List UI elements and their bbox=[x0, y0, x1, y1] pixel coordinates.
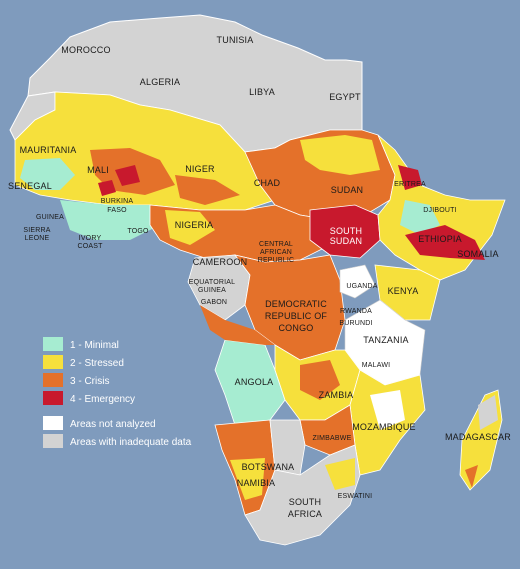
label-eswatini: ESWATINI bbox=[338, 493, 373, 500]
legend-swatch-not-analyzed bbox=[43, 416, 63, 430]
label-botswana: BOTSWANA bbox=[242, 462, 295, 472]
region-niger-crisis bbox=[175, 175, 240, 205]
legend-item-minimal: 1 - Minimal bbox=[43, 337, 119, 351]
legend-item-emergency: 4 - Emergency bbox=[43, 391, 135, 405]
region-minimal-coast bbox=[60, 200, 160, 240]
legend-item-stressed: 2 - Stressed bbox=[43, 355, 124, 369]
label-mali: MALI bbox=[87, 165, 109, 175]
label-zambia: ZAMBIA bbox=[319, 390, 354, 400]
region-zambia-crisis bbox=[300, 360, 340, 400]
label-mozambique: MOZAMBIQUE bbox=[352, 422, 416, 432]
label-democratic: DEMOCRATIC bbox=[265, 299, 327, 309]
region-south-sudan bbox=[309, 204, 381, 259]
legend: 1 - Minimal 2 - Stressed 3 - Crisis 4 - … bbox=[43, 337, 192, 448]
label-ivory: IVORY bbox=[79, 235, 102, 242]
legend-swatch-crisis bbox=[43, 373, 63, 387]
legend-label-not-analyzed: Areas not analyzed bbox=[70, 419, 156, 430]
label-chad: CHAD bbox=[254, 178, 281, 188]
label-eq-guinea: GUINEA bbox=[198, 287, 226, 294]
label-burundi: BURUNDI bbox=[339, 320, 372, 327]
label-madagascar: MADAGASCAR bbox=[445, 432, 511, 442]
label-libya: LIBYA bbox=[249, 87, 275, 97]
label-djibouti: DJIBOUTI bbox=[423, 207, 457, 214]
label-morocco: MOROCCO bbox=[61, 45, 110, 55]
region-namibia-yellow bbox=[230, 458, 265, 500]
label-kenya: KENYA bbox=[388, 286, 419, 296]
region-ethiopia-minimal bbox=[400, 200, 440, 235]
label-namibia: NAMIBIA bbox=[237, 478, 275, 488]
label-angola: ANGOLA bbox=[235, 377, 274, 387]
legend-label-inadequate: Areas with inadequate data bbox=[70, 437, 192, 448]
legend-item-inadequate: Areas with inadequate data bbox=[43, 434, 192, 448]
label-south-sudan: SUDAN bbox=[330, 236, 363, 246]
legend-item-not-analyzed: Areas not analyzed bbox=[43, 416, 156, 430]
legend-swatch-stressed bbox=[43, 355, 63, 369]
legend-label-minimal: 1 - Minimal bbox=[70, 340, 119, 351]
region-sudan-yellow bbox=[300, 135, 380, 175]
label-uganda: UGANDA bbox=[346, 283, 377, 290]
label-burkina: BURKINA bbox=[101, 198, 134, 205]
label-south-africa-1: SOUTH bbox=[289, 497, 322, 507]
label-central: CENTRAL bbox=[259, 241, 293, 248]
label-senegal: SENEGAL bbox=[8, 181, 52, 191]
label-algeria: ALGERIA bbox=[140, 77, 180, 87]
region-eritrea-emergency bbox=[398, 165, 422, 190]
label-zimbabwe: ZIMBABWE bbox=[313, 435, 352, 442]
label-sierra: SIERRA bbox=[23, 227, 50, 234]
legend-swatch-minimal bbox=[43, 337, 63, 351]
country-labels: MOROCCO TUNISIA ALGERIA LIBYA EGYPT MAUR… bbox=[8, 35, 511, 519]
label-niger: NIGER bbox=[185, 164, 215, 174]
label-malawi: MALAWI bbox=[362, 362, 391, 369]
label-egypt: EGYPT bbox=[329, 92, 361, 102]
region-nigeria-yellow bbox=[165, 210, 215, 245]
label-tanzania: TANZANIA bbox=[363, 335, 408, 345]
label-congo: CONGO bbox=[278, 323, 313, 333]
label-tunisia: TUNISIA bbox=[217, 35, 254, 45]
label-south: SOUTH bbox=[330, 226, 363, 236]
label-guinea: GUINEA bbox=[36, 214, 64, 221]
legend-label-emergency: 4 - Emergency bbox=[70, 394, 135, 405]
label-faso: FASO bbox=[107, 207, 127, 214]
label-nigeria: NIGERIA bbox=[175, 220, 213, 230]
label-leone: LEONE bbox=[25, 235, 50, 242]
label-gabon: GABON bbox=[201, 299, 227, 306]
legend-label-crisis: 3 - Crisis bbox=[70, 376, 109, 387]
region-uganda bbox=[339, 264, 376, 299]
region-moz-white bbox=[370, 390, 405, 430]
region-west-angola-crisis bbox=[200, 305, 275, 345]
label-cameroon: CAMEROON bbox=[193, 257, 248, 267]
label-sudan: SUDAN bbox=[331, 185, 364, 195]
label-eritrea: ERITREA bbox=[394, 181, 426, 188]
region-madagascar-gray bbox=[478, 395, 498, 430]
region-madagascar-crisis bbox=[465, 465, 478, 488]
region-minimal-west bbox=[20, 158, 75, 190]
label-coast: COAST bbox=[77, 243, 103, 250]
region-burkina-emergency bbox=[98, 180, 116, 196]
label-somalia: SOMALIA bbox=[457, 249, 498, 259]
label-mauritania: MAURITANIA bbox=[20, 145, 77, 155]
label-ethiopia: ETHIOPIA bbox=[418, 234, 462, 244]
label-south-africa-2: AFRICA bbox=[288, 509, 322, 519]
legend-label-stressed: 2 - Stressed bbox=[70, 358, 124, 369]
label-togo: TOGO bbox=[127, 228, 149, 235]
label-republic-of: REPUBLIC OF bbox=[265, 311, 328, 321]
legend-item-crisis: 3 - Crisis bbox=[43, 373, 109, 387]
legend-swatch-inadequate bbox=[43, 434, 63, 448]
region-sa-yellow bbox=[325, 458, 355, 490]
legend-swatch-emergency bbox=[43, 391, 63, 405]
label-republic: REPUBLIC bbox=[258, 257, 295, 264]
region-mali-emergency bbox=[115, 165, 140, 186]
region-somalia-emergency bbox=[405, 225, 485, 260]
region-botswana bbox=[269, 419, 306, 476]
label-equatorial: EQUATORIAL bbox=[189, 279, 235, 286]
label-rwanda: RWANDA bbox=[340, 308, 372, 315]
label-african: AFRICAN bbox=[260, 249, 292, 256]
